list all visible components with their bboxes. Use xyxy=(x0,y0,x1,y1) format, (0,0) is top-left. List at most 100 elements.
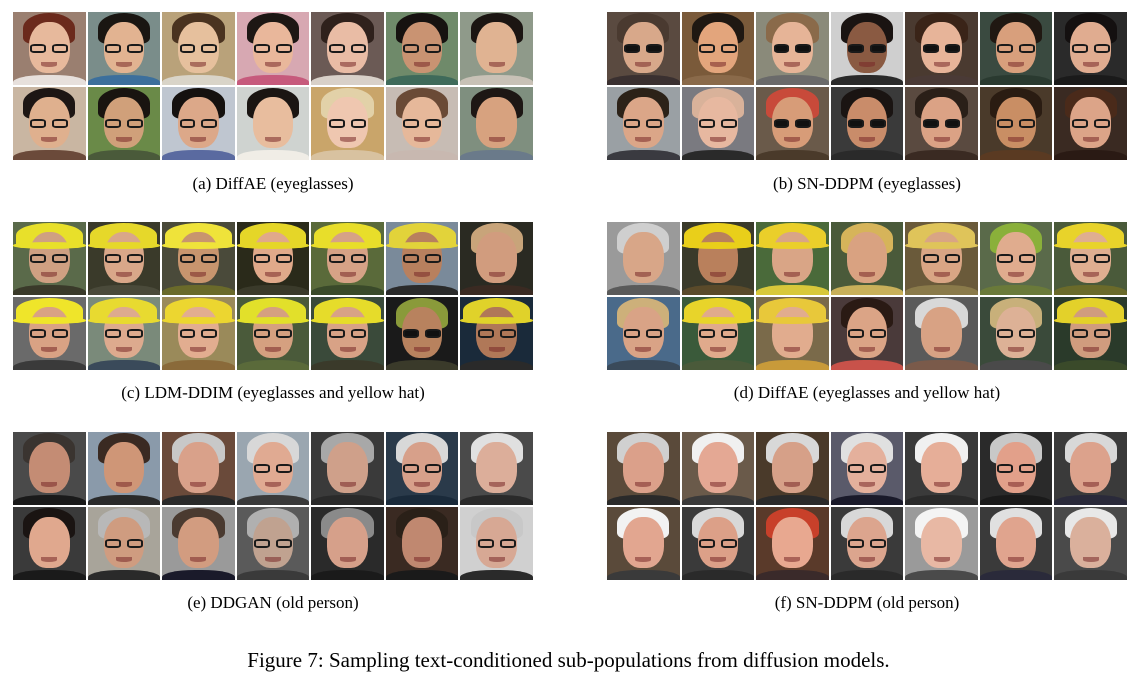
mouth-shape xyxy=(115,347,132,352)
mouth-shape xyxy=(41,137,58,142)
face-thumbnail xyxy=(681,432,755,505)
eyeglasses-icon xyxy=(698,539,737,548)
face-thumbnail xyxy=(460,297,533,370)
shirt-shape xyxy=(830,74,904,85)
face-thumbnail xyxy=(311,432,384,505)
hat-brim-shape xyxy=(311,317,384,324)
shirt-shape xyxy=(1054,359,1127,370)
shirt-shape xyxy=(460,569,533,580)
shirt-shape xyxy=(756,359,829,370)
shirt-shape xyxy=(681,359,755,370)
mouth-shape xyxy=(635,482,652,487)
eyeglasses-icon xyxy=(624,119,663,128)
mouth-shape xyxy=(414,557,431,562)
mouth-shape xyxy=(41,557,58,562)
eyeglasses-icon xyxy=(1071,44,1110,53)
shirt-shape xyxy=(681,494,755,505)
image-grid-c xyxy=(13,222,533,370)
eyeglasses-icon xyxy=(698,44,737,53)
sunglasses-icon xyxy=(403,329,441,338)
mouth-shape xyxy=(265,347,281,352)
mouth-shape xyxy=(339,62,356,67)
shirt-shape xyxy=(385,494,459,505)
face-thumbnail xyxy=(830,222,904,295)
image-grid-b xyxy=(607,12,1127,160)
eyeglasses-icon xyxy=(30,329,69,338)
shirt-shape xyxy=(236,359,310,370)
hat-brim-shape xyxy=(13,317,86,324)
shirt-shape xyxy=(87,74,161,85)
shirt-shape xyxy=(311,149,384,160)
face-thumbnail xyxy=(236,87,310,160)
shirt-shape xyxy=(979,569,1053,580)
shirt-shape xyxy=(979,494,1053,505)
face-thumbnail xyxy=(311,297,384,370)
hat-brim-shape xyxy=(162,317,235,324)
hat-brim-shape xyxy=(87,317,161,324)
shirt-shape xyxy=(681,284,755,295)
face-thumbnail xyxy=(87,297,161,370)
figure-caption: Figure 7: Sampling text-conditioned sub-… xyxy=(247,648,890,672)
sunglasses-icon xyxy=(773,119,812,128)
mouth-shape xyxy=(414,272,431,277)
face-thumbnail xyxy=(311,507,384,580)
image-grid-f xyxy=(607,432,1127,580)
hat-brim-shape xyxy=(681,242,755,249)
eyeglasses-icon xyxy=(997,254,1035,263)
face-thumbnail xyxy=(385,432,459,505)
mouth-shape xyxy=(488,557,505,562)
face-thumbnail xyxy=(756,507,829,580)
hat-brim-shape xyxy=(1054,242,1127,249)
shirt-shape xyxy=(979,149,1053,160)
mouth-shape xyxy=(784,272,801,277)
shirt-shape xyxy=(385,284,459,295)
shirt-shape xyxy=(460,149,533,160)
mouth-shape xyxy=(190,482,207,487)
face-thumbnail xyxy=(607,507,680,580)
mouth-shape xyxy=(1008,347,1025,352)
shirt-shape xyxy=(13,74,86,85)
eyeglasses-icon xyxy=(254,254,292,263)
eyeglasses-icon xyxy=(179,119,218,128)
sunglasses-icon xyxy=(922,119,961,128)
face-thumbnail xyxy=(87,432,161,505)
face-thumbnail xyxy=(236,12,310,85)
face-thumbnail xyxy=(162,432,235,505)
shirt-shape xyxy=(1054,494,1127,505)
mouth-shape xyxy=(414,62,431,67)
face-thumbnail xyxy=(979,432,1053,505)
shirt-shape xyxy=(13,149,86,160)
shirt-shape xyxy=(236,74,310,85)
face-thumbnail xyxy=(311,222,384,295)
shirt-shape xyxy=(607,284,680,295)
caption-a: (a) DiffAE (eyeglasses) xyxy=(192,174,354,193)
shirt-shape xyxy=(311,74,384,85)
shirt-shape xyxy=(905,359,978,370)
sunglasses-icon xyxy=(848,44,886,53)
mouth-shape xyxy=(488,482,505,487)
mouth-shape xyxy=(635,137,652,142)
face-thumbnail xyxy=(607,12,680,85)
mouth-shape xyxy=(784,137,801,142)
face-thumbnail xyxy=(460,87,533,160)
face-thumbnail xyxy=(385,507,459,580)
shirt-shape xyxy=(607,569,680,580)
face-thumbnail xyxy=(830,507,904,580)
shirt-shape xyxy=(162,569,235,580)
mouth-shape xyxy=(635,557,652,562)
mouth-shape xyxy=(488,272,505,277)
shirt-shape xyxy=(830,149,904,160)
mouth-shape xyxy=(859,482,875,487)
hat-brim-shape xyxy=(236,317,310,324)
mouth-shape xyxy=(1082,272,1099,277)
face-thumbnail xyxy=(905,432,978,505)
shirt-shape xyxy=(311,494,384,505)
caption-c: (c) LDM-DDIM (eyeglasses and yellow hat) xyxy=(121,383,425,402)
shirt-shape xyxy=(87,284,161,295)
shirt-shape xyxy=(830,359,904,370)
mouth-shape xyxy=(190,557,207,562)
sunglasses-icon xyxy=(624,44,663,53)
hat-brim-shape xyxy=(162,242,235,249)
shirt-shape xyxy=(756,74,829,85)
shirt-shape xyxy=(1054,284,1127,295)
